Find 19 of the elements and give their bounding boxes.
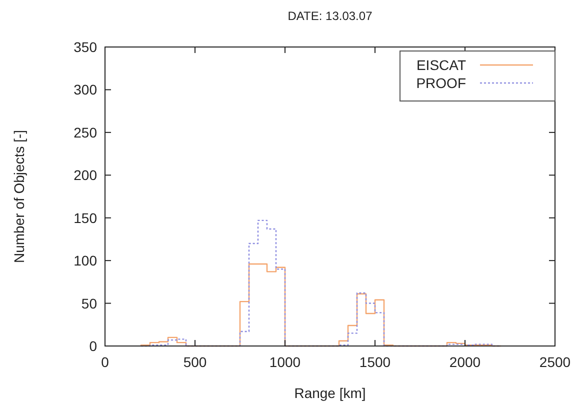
legend-label: PROOF [416, 75, 466, 91]
y-tick-label: 0 [89, 338, 98, 354]
y-tick-label: 200 [74, 167, 98, 184]
chart-title: DATE: 13.03.07 [288, 9, 373, 23]
y-tick-label: 250 [74, 124, 98, 140]
x-tick-label: 2000 [449, 354, 481, 370]
y-tick-label: 350 [74, 39, 98, 55]
x-tick-label: 500 [183, 354, 207, 370]
x-tick-label: 2500 [539, 354, 571, 370]
x-tick-label: 1000 [269, 354, 301, 370]
legend-label: EISCAT [416, 57, 466, 73]
y-tick-label: 150 [74, 210, 98, 226]
y-axis-title: Number of Objects [-] [11, 130, 27, 264]
y-tick-label: 300 [74, 82, 98, 98]
y-tick-label: 100 [74, 252, 98, 269]
x-tick-label: 0 [101, 354, 110, 370]
x-tick-label: 1500 [359, 354, 391, 370]
x-axis-title: Range [km] [294, 385, 366, 401]
y-tick-label: 50 [81, 295, 98, 312]
